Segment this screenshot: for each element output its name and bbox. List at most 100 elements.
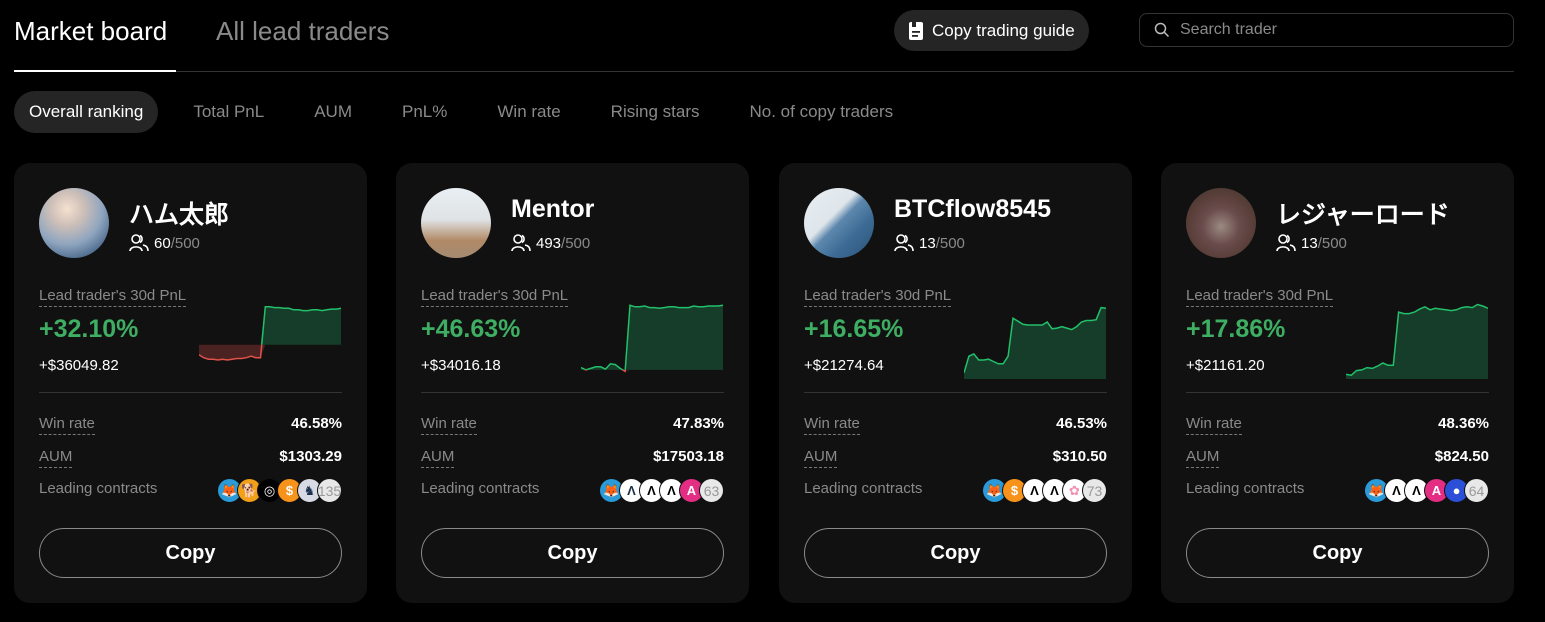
dog-avatar[interactable]: [421, 188, 491, 258]
pnl-amount: +$21274.64: [804, 357, 884, 374]
doge-coin-icon: 🐕: [237, 478, 262, 503]
aum-label[interactable]: AUM: [39, 448, 73, 468]
statue-avatar[interactable]: [1186, 188, 1256, 258]
trader-name[interactable]: ハム太郎: [129, 201, 230, 229]
pnl-percent: +16.65%: [804, 315, 904, 343]
users-icon: [1276, 234, 1296, 252]
copiers-max: 500: [565, 234, 591, 252]
win-rate-label[interactable]: Win rate: [804, 415, 860, 435]
copy-button[interactable]: Copy: [39, 528, 342, 578]
trader-card[interactable]: レジャーロード 13/500 Lead trader's 30d PnL +17…: [1161, 163, 1514, 603]
trader-card[interactable]: ハム太郎 60/500 Lead trader's 30d PnL +32.10…: [14, 163, 367, 603]
copy-button[interactable]: Copy: [1186, 528, 1489, 578]
divider: [804, 392, 1107, 393]
shib-coin-icon: 🦊: [982, 478, 1007, 503]
copy-button[interactable]: Copy: [421, 528, 724, 578]
subtab-win-rate[interactable]: Win rate: [497, 102, 561, 121]
aum-label[interactable]: AUM: [804, 448, 838, 468]
trader-card[interactable]: Mentor 493/500 Lead trader's 30d PnL +46…: [396, 163, 749, 603]
aum-value: $1303.29: [279, 448, 342, 465]
aum-value: $17503.18: [653, 448, 724, 465]
divider: [421, 392, 724, 393]
pnl-label[interactable]: Lead trader's 30d PnL: [421, 287, 569, 307]
copiers-count: 493/500: [511, 234, 590, 252]
win-rate-value: 46.53%: [1056, 415, 1107, 432]
copiers-current: 493: [536, 234, 562, 252]
trader-name[interactable]: Mentor: [511, 195, 595, 223]
aum-value: $310.50: [1052, 448, 1107, 465]
win-rate-label[interactable]: Win rate: [39, 415, 95, 435]
algo-coin-icon: Λ: [659, 478, 684, 503]
pnl-amount: +$36049.82: [39, 357, 119, 374]
pnl-sparkline-chart: [964, 306, 1106, 379]
1inch-coin-icon: ♞: [297, 478, 322, 503]
trader-card[interactable]: BTCflow8545 13/500 Lead trader's 30d PnL…: [779, 163, 1132, 603]
leading-contracts-label: Leading contracts: [421, 480, 540, 497]
aum-value: $824.50: [1434, 448, 1489, 465]
search-icon: [1154, 22, 1170, 38]
subtab-copy-traders[interactable]: No. of copy traders: [749, 102, 894, 121]
copiers-max: 500: [1321, 234, 1347, 252]
win-rate-label[interactable]: Win rate: [1186, 415, 1242, 435]
document-icon: [909, 21, 923, 40]
win-rate-value: 48.36%: [1438, 415, 1489, 432]
copy-button[interactable]: Copy: [804, 528, 1107, 578]
copiers-separator: /: [561, 234, 566, 252]
leading-contracts-icons: 🦊 Λ Λ Λ A 63: [599, 478, 724, 503]
active-tab-indicator: [14, 70, 176, 72]
leading-contracts-label: Leading contracts: [39, 480, 158, 497]
building-avatar[interactable]: [804, 188, 874, 258]
sky-wing-avatar[interactable]: [39, 188, 109, 258]
pnl-percent: +46.63%: [421, 315, 521, 343]
users-icon: [894, 234, 914, 252]
pnl-label[interactable]: Lead trader's 30d PnL: [1186, 287, 1334, 307]
copiers-current: 60: [154, 234, 171, 252]
search-box[interactable]: [1139, 13, 1514, 47]
aum-label[interactable]: AUM: [1186, 448, 1220, 468]
win-rate-value: 46.58%: [291, 415, 342, 432]
pepe-coin-icon: ●: [1444, 478, 1469, 503]
users-icon: [511, 234, 531, 252]
tab-all-lead-traders[interactable]: All lead traders: [216, 16, 390, 46]
subtab-overall-ranking[interactable]: Overall ranking: [14, 91, 159, 133]
pnl-amount: +$21161.20: [1186, 357, 1265, 374]
win-rate-label[interactable]: Win rate: [421, 415, 477, 435]
copiers-count: 13/500: [894, 234, 965, 252]
users-icon: [129, 234, 149, 252]
subtab-pnl-percent[interactable]: PnL%: [402, 102, 448, 121]
leading-contracts-label: Leading contracts: [804, 480, 923, 497]
leading-contracts-label: Leading contracts: [1186, 480, 1305, 497]
divider: [1186, 392, 1489, 393]
divider: [39, 392, 342, 393]
copiers-separator: /: [935, 234, 940, 252]
copy-trading-guide-button[interactable]: Copy trading guide: [894, 10, 1089, 51]
aum-label[interactable]: AUM: [421, 448, 455, 468]
pnl-sparkline-chart: [199, 306, 341, 361]
copiers-separator: /: [170, 234, 175, 252]
pnl-label[interactable]: Lead trader's 30d PnL: [39, 287, 187, 307]
more-contracts-count: 64: [1464, 478, 1489, 503]
win-rate-value: 47.83%: [673, 415, 724, 432]
subtab-total-pnl[interactable]: Total PnL: [193, 102, 265, 121]
copiers-max: 500: [174, 234, 200, 252]
pnl-sparkline-chart: [1346, 303, 1488, 379]
copiers-current: 13: [919, 234, 936, 252]
leading-contracts-icons: 🦊 🐕 ◎ $ ♞ 135: [217, 478, 342, 503]
copiers-max: 500: [939, 234, 965, 252]
copiers-count: 13/500: [1276, 234, 1347, 252]
subtab-rising-stars[interactable]: Rising stars: [610, 102, 700, 121]
copiers-separator: /: [1317, 234, 1322, 252]
pnl-percent: +32.10%: [39, 315, 139, 343]
more-contracts-count: 73: [1082, 478, 1107, 503]
header-bar: Market board All lead traders Copy tradi…: [14, 0, 1514, 72]
trader-name[interactable]: BTCflow8545: [894, 195, 1051, 223]
copiers-count: 60/500: [129, 234, 200, 252]
subtab-aum[interactable]: AUM: [314, 102, 352, 121]
pnl-amount: +$34016.18: [421, 357, 501, 374]
pnl-label[interactable]: Lead trader's 30d PnL: [804, 287, 952, 307]
tab-market-board[interactable]: Market board: [14, 16, 168, 46]
ranking-tabs: Overall ranking Total PnL AUM PnL% Win r…: [14, 91, 928, 133]
trader-name[interactable]: レジャーロード: [1276, 201, 1450, 229]
search-input[interactable]: [1180, 21, 1500, 39]
pnl-percent: +17.86%: [1186, 315, 1286, 343]
